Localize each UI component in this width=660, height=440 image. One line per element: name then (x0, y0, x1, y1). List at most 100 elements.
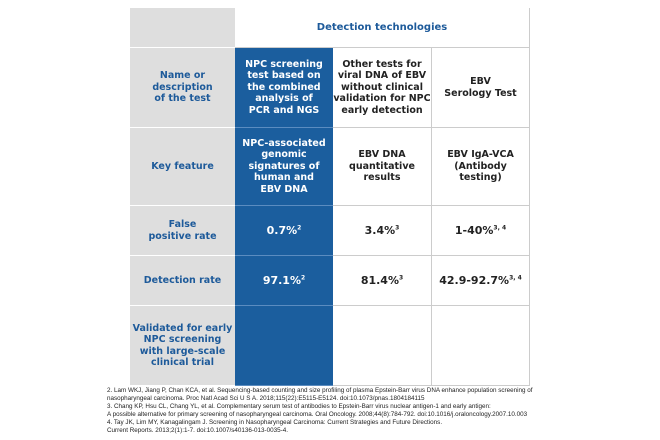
label-line: Key feature (151, 160, 214, 172)
label-line: False (168, 219, 197, 230)
row-label: False positive rate (130, 206, 235, 256)
reference: 3 (395, 224, 400, 232)
footnote: 2. Lam WKJ, Jiang P, Chan KCA, et al. Se… (107, 387, 533, 394)
cell-line: EBV IgA-VCA (447, 149, 514, 161)
label-line: positive rate (148, 230, 217, 242)
footnote: nasopharyngeal carcinoma. Proc Natl Acad… (107, 395, 425, 402)
label-line: of the test (154, 93, 211, 105)
cell-line: EBV (470, 76, 491, 88)
table-cell: 97.1%2 (235, 256, 333, 306)
header-cell: Detection technologies (235, 8, 530, 48)
cell-text: 97.1% (262, 273, 301, 287)
footnote: A possible alternative for primary scree… (107, 411, 528, 418)
cell-line: EBV DNA (358, 149, 405, 161)
footnote: Current Reports. 2013;2(1):1-7. doi:10.1… (107, 427, 288, 434)
footnotes: 2. Lam WKJ, Jiang P, Chan KCA, et al. Se… (107, 387, 533, 435)
label-line: NPC screening (143, 334, 222, 345)
cell-line: human and (254, 172, 314, 184)
cell-text: quantitative (349, 160, 415, 172)
cell-text: viral DNA of EBV (337, 70, 427, 82)
cell-line: genomic (261, 149, 306, 161)
cell-line: (Antibody testing) (432, 161, 529, 184)
cell-line: viral DNA of EBV (338, 70, 426, 82)
header: Detection technologies (316, 21, 448, 33)
label-line: with large-scale (139, 345, 226, 357)
table-cell: 3.4%3 (333, 206, 432, 256)
cell-line: 3.4%3 (365, 225, 400, 237)
cell-text: 42.9-92.7% (439, 273, 510, 287)
cell-text: 1-40% (454, 223, 494, 237)
cell-line: 0.7%2 (267, 225, 302, 237)
cell-text: EBV (470, 76, 491, 87)
cell-line: 1-40%3, 4 (455, 225, 506, 237)
cell-text: EBV DNA (260, 183, 308, 195)
row-label: Validated for early NPC screening with lar… (130, 306, 235, 386)
reference: 3 (398, 274, 404, 282)
cell-line: the combined (247, 82, 320, 94)
cell-line: test based on (247, 70, 320, 82)
table-cell: EBV Serology Test (432, 48, 530, 128)
cell-line: validation for NPC (333, 93, 430, 105)
cell-line: results (364, 172, 401, 184)
table-cell: EBV IgA-VCA (Antibody testing) (432, 128, 530, 206)
cell-line: without clinical (341, 82, 423, 94)
reference: 3, 4 (493, 224, 507, 232)
cell-line: Serology Test (444, 88, 516, 100)
cell-line: early detection (341, 105, 422, 117)
cell-text: NPC screening (245, 58, 323, 70)
cell-text: test based on (247, 70, 321, 82)
cell-text: early detection (341, 104, 423, 116)
cell-line: analysis of (255, 93, 313, 105)
table-cell: EBV DNA quantitative results (333, 128, 432, 206)
table-cell (235, 306, 333, 386)
cell-text: validation for NPC (333, 93, 431, 105)
cell-text: signatures of (248, 160, 320, 172)
table-cell (333, 306, 432, 386)
cell-line: signatures of (249, 161, 320, 173)
cell-text: EBV IgA-VCA (447, 149, 514, 161)
cell-text: Serology Test (444, 87, 517, 99)
cell-line: NPC-associated (242, 138, 325, 150)
cell-text: genomic (261, 149, 307, 161)
corner-cell (130, 8, 235, 48)
table-cell: NPC screening test based on the combined an… (235, 48, 333, 128)
cell-line: 97.1%2 (263, 275, 305, 287)
cell-line: EBV DNA (260, 184, 307, 196)
cell-line: quantitative (349, 161, 415, 173)
cell-text: 81.4% (360, 273, 399, 287)
cell-text: EBV DNA (358, 149, 406, 161)
cell-text: without clinical (341, 81, 423, 93)
row-label: Name or description of the test (130, 48, 235, 128)
cell-text: analysis of (255, 93, 313, 105)
table-cell: 81.4%3 (333, 256, 432, 306)
reference: 2 (300, 274, 306, 282)
cell-text: 0.7% (266, 223, 298, 237)
cell-line: NPC screening (245, 59, 323, 71)
label-line: Name or (159, 70, 206, 82)
footnote: 4. Tay JK, Lim MY, Kanagalingam J. Scree… (107, 419, 443, 426)
cell-line: 81.4%3 (361, 275, 403, 287)
table-cell: Other tests for viral DNA of EBV without c… (333, 48, 432, 128)
cell-text: Other tests for (342, 58, 422, 70)
table-cell: NPC-associated genomic signatures of human … (235, 128, 333, 206)
label-line: description (152, 81, 213, 93)
cell-line: PCR and NGS (249, 105, 319, 117)
cell-text: human and (254, 172, 314, 184)
table-cell: 1-40%3, 4 (432, 206, 530, 256)
footnote: 3. Chang KP, Hsu CL, Chang YL, et al. Co… (107, 403, 491, 410)
cell-text: (Antibody testing) (454, 160, 507, 184)
cell-text: the combined (247, 81, 321, 93)
table-cell (432, 306, 530, 386)
reference: 2 (297, 224, 302, 232)
cell-text: PCR and NGS (248, 104, 320, 116)
table-cell: 42.9-92.7%3, 4 (432, 256, 530, 306)
cell-text: results (363, 172, 401, 184)
table-cell: 0.7%2 (235, 206, 333, 256)
cell-line: Other tests for (342, 59, 421, 71)
label-line: Detection rate (143, 274, 222, 286)
cell-line: 42.9-92.7%3, 4 (439, 275, 522, 287)
row-label: Detection rate (130, 256, 235, 306)
cell-text: NPC-associated (242, 137, 326, 149)
label-line: clinical trial (151, 357, 214, 368)
